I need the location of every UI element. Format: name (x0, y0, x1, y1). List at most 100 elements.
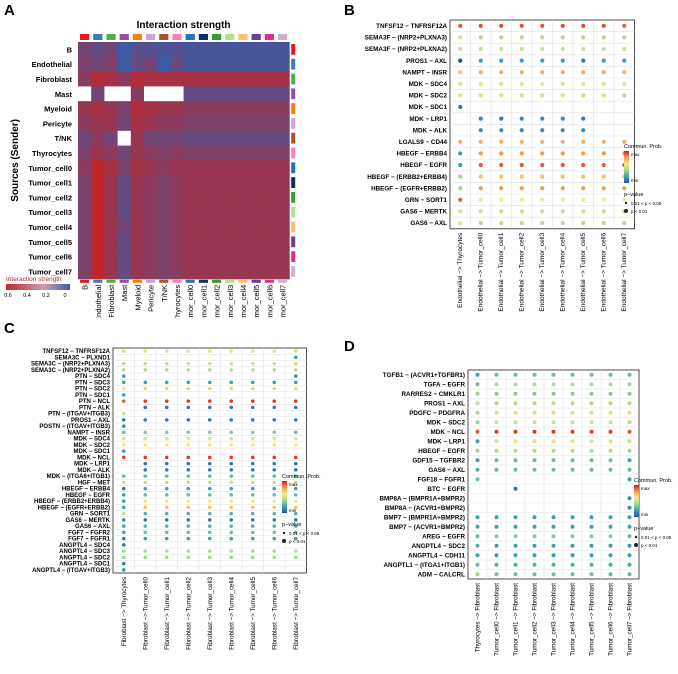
ligand-receptor-label: ANGPTL4 − (ITGAV+ITGB3) (32, 568, 110, 574)
dot-point (272, 455, 277, 460)
dot-point (250, 430, 255, 435)
dot-point (186, 349, 191, 353)
dot-point (229, 436, 234, 441)
dot-point (272, 361, 277, 366)
heatmap-cell (210, 219, 224, 235)
dot-point (478, 220, 483, 226)
heatmap-cell (196, 204, 211, 221)
heatmap-cell (170, 130, 185, 147)
dot-point (494, 572, 499, 577)
column-color-strip (80, 279, 90, 283)
heatmap-cell (104, 204, 119, 221)
heatmap-cell (157, 234, 171, 250)
heatmap-cell (236, 264, 251, 280)
dot-point (494, 458, 499, 463)
ligand-receptor-label: NAMPT − INSR (402, 69, 447, 76)
ligand-receptor-label: PTN − NCL (79, 399, 111, 405)
heatmap-cell (276, 264, 290, 280)
heatmap-cell (91, 86, 105, 102)
heatmap-cell (91, 160, 105, 176)
heatmap-cell (223, 190, 237, 206)
ligand-receptor-label: GDF15 − TGFBR2 (412, 457, 465, 464)
row-label: Pericyte (43, 119, 72, 128)
row-group-bar (291, 58, 296, 70)
dot-point (272, 518, 277, 522)
cell-pair-label: Tumor_cell3 −> Fibroblast (551, 583, 558, 656)
dot-point (229, 405, 234, 410)
dot-point (532, 562, 537, 567)
row-label: Tumor_cell1 (28, 179, 72, 188)
dot-point (581, 58, 586, 63)
dot-point (164, 505, 169, 510)
ligand-receptor-label: ANGPTL1 − (ITGA1+ITGB1) (383, 562, 465, 569)
heatmap-cell (170, 264, 185, 280)
dot-point (519, 70, 524, 75)
heatmap-cell (249, 86, 264, 102)
dot-point (475, 382, 480, 387)
dot-point (519, 58, 524, 63)
ligand-receptor-label: HBEGF − EGFR (418, 448, 465, 455)
dot-point (494, 562, 499, 567)
heatmap-cell (196, 42, 211, 58)
dot-point (164, 480, 169, 485)
pvalue-dot-large (624, 209, 628, 213)
ligand-receptor-label: GAS6 − AXL (428, 467, 465, 474)
heatmap-cell (144, 71, 158, 87)
heatmap-cell (183, 160, 198, 176)
dot-point (458, 46, 463, 52)
heatmap-cell (183, 219, 198, 235)
heatmap-cell (183, 101, 198, 117)
legend-tick: 0.2 (42, 293, 50, 299)
dot-point (207, 436, 212, 441)
heatmap-cell (117, 204, 132, 221)
column-color-strip (251, 279, 261, 283)
ligand-receptor-label: PTN − SDC1 (75, 393, 111, 399)
heatmap-cell (196, 130, 211, 147)
dot-point (250, 461, 255, 466)
heatmap-cell (104, 175, 119, 191)
cell-pair-label: Tumor_cell6 −> Fibroblast (608, 583, 615, 656)
cell-pair-label: Endothelial −> Tumor_cell1 (498, 232, 505, 311)
dot-point (475, 515, 480, 520)
dot-point (570, 391, 575, 396)
dot-point (272, 399, 277, 403)
dot-point (513, 467, 518, 472)
dot-point (627, 572, 632, 577)
dot-point (622, 46, 627, 52)
dot-point (494, 448, 499, 453)
dot-point (494, 382, 499, 387)
dot-point (589, 439, 594, 444)
dot-point (570, 382, 575, 387)
heatmap-cell (130, 249, 145, 265)
cell-pair-label: Endothelial −> Tumor_cell0 (478, 232, 485, 311)
dot-point (519, 139, 524, 144)
dot-point (250, 405, 255, 410)
dot-point (164, 474, 169, 478)
heatmap-cell (170, 234, 185, 250)
heatmap-cell (262, 234, 277, 250)
legend-colorbar (282, 481, 287, 513)
heatmap-cell (196, 175, 211, 191)
dot-point (494, 372, 499, 377)
dot-point (581, 174, 586, 179)
dot-point (293, 474, 298, 478)
heatmap-cell (170, 249, 185, 265)
dot-point (229, 524, 234, 528)
dot-point (250, 386, 255, 391)
heatmap-cell (117, 145, 132, 161)
dot-point (581, 151, 586, 156)
dot-point (229, 474, 234, 478)
dot-point (589, 372, 594, 377)
column-group-bar (93, 34, 103, 40)
dot-point (207, 405, 212, 410)
column-label: Tumor_cell6 (265, 285, 274, 318)
dot-point (601, 23, 606, 28)
dot-point (186, 468, 191, 472)
dot-point (293, 374, 298, 378)
heatmap-cell (104, 219, 119, 235)
heatmap-cell (78, 86, 92, 102)
dot-point (143, 555, 148, 560)
panel-letter-d: D (344, 338, 355, 355)
row-label: Thyrocytes (32, 149, 72, 158)
dot-point (551, 439, 556, 444)
